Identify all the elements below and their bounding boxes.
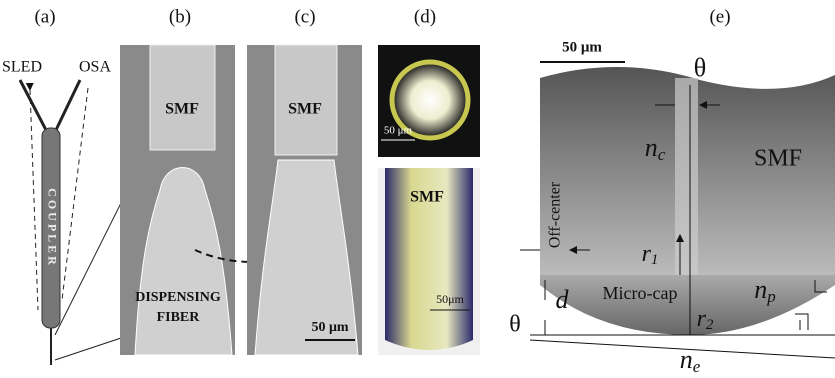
scale-label: 50 μm — [562, 39, 602, 55]
fiber-label: SMF — [165, 101, 199, 118]
fiber-label: SMF — [288, 101, 322, 118]
panel-d: (d) 50 μm SMF 50μm — [378, 6, 480, 355]
figure: (a) SLED OSA COUPLER (b) SMF DISPENSING … — [0, 0, 835, 378]
smf — [150, 45, 215, 150]
height-label: d — [556, 285, 570, 314]
dispensing-label: FIBER — [157, 310, 201, 325]
coupler-label: COUPLER — [45, 188, 59, 268]
panel-label: (a) — [34, 6, 55, 27]
angle-label: θ — [509, 312, 521, 338]
micro-cap — [540, 275, 835, 335]
scale-label: 50 μm — [311, 320, 348, 335]
core — [675, 78, 698, 275]
offset-label: Off-center — [547, 181, 564, 248]
fiber-label: SMF — [410, 189, 444, 206]
panel-label: (e) — [709, 6, 730, 27]
scale-label: 50μm — [436, 292, 464, 306]
angle-label: θ — [694, 53, 706, 82]
fiber-label: SMF — [754, 146, 802, 172]
fiber-lead — [20, 80, 80, 130]
cap-label: Micro-cap — [603, 283, 678, 303]
analyzer-label: OSA — [79, 59, 111, 76]
panel-label: (c) — [294, 6, 315, 27]
source-label: SLED — [2, 59, 42, 76]
scale-label: 50 μm — [384, 125, 413, 137]
panel-label: (b) — [169, 6, 191, 27]
dispensing-label: DISPENSING — [135, 290, 221, 305]
panel-e: (e) 50 μm θ nc SMF Off-center r1 Micro-c… — [509, 6, 835, 376]
panel-label: (d) — [414, 6, 436, 27]
